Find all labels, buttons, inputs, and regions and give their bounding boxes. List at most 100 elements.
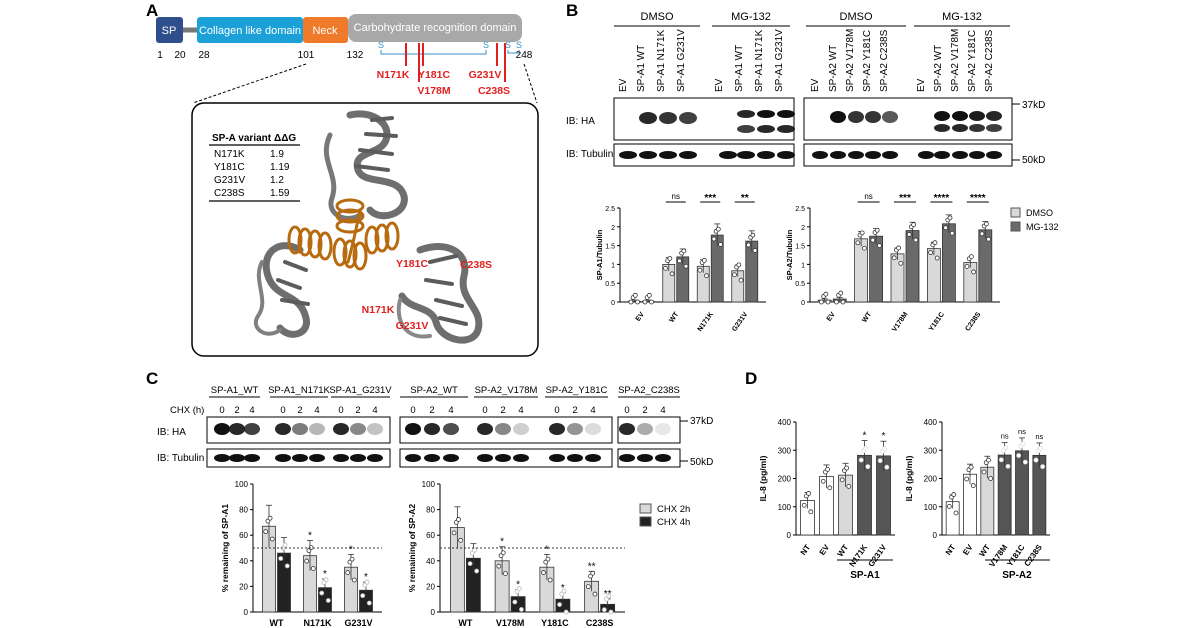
group-dmso-a1: DMSO: [641, 11, 674, 23]
data-point: [592, 591, 598, 597]
lane-label: SP-A2 Y181C: [967, 30, 978, 92]
y-axis-title: IL-8 (pg/ml): [904, 455, 914, 501]
data-point: [677, 258, 682, 264]
data-point: [472, 547, 477, 553]
ddg-variant: N171K: [214, 149, 245, 160]
data-point: [951, 492, 957, 497]
chart-d1: 0 100 200 300 400 IL-8 (pg/ml) NT EV WTN171KG231…: [758, 418, 895, 581]
band-ha: [367, 423, 383, 435]
band-tubulin: [848, 151, 864, 159]
band-tubulin: [244, 454, 260, 462]
data-point: [608, 609, 614, 615]
band-ha: [333, 423, 349, 435]
data-point: [801, 502, 807, 508]
y-tick-label: 0: [431, 608, 436, 617]
data-point: [642, 299, 648, 305]
x-tick-label: EV: [826, 311, 837, 323]
x-tick-label: Y181C: [928, 311, 946, 333]
disulfide-bond-2: [507, 50, 520, 54]
data-point: [946, 504, 952, 509]
data-point: [834, 299, 839, 305]
sig-label: ns: [672, 192, 680, 201]
y-tick-label: 0: [933, 531, 938, 540]
cys-s-2: S: [483, 40, 489, 50]
group-label-sp-a1: SP-A1: [850, 570, 880, 581]
y-tick-label: 400: [778, 418, 792, 427]
band-ha: [405, 423, 421, 435]
data-point: [825, 299, 831, 305]
x-tick-label: NT: [944, 543, 958, 557]
data-point: [971, 269, 976, 275]
band-ha: [275, 423, 291, 435]
data-point: [968, 464, 974, 470]
data-point: [1016, 453, 1022, 458]
band-ha: [585, 423, 601, 435]
data-point: [984, 221, 989, 227]
band-ha: [969, 111, 985, 121]
data-point: [819, 299, 824, 305]
y-tick-label: 300: [778, 446, 792, 455]
y-tick-label: 100: [235, 480, 249, 489]
y-axis-title: % remaining of SP-A2: [407, 504, 417, 593]
band-tubulin: [275, 454, 291, 462]
band-tubulin: [659, 151, 677, 159]
panel-label-c: C: [146, 369, 158, 388]
data-point: [711, 236, 717, 242]
bar: [890, 253, 905, 303]
x-tick-label: NT: [799, 543, 813, 557]
ddg-variant: C238S: [214, 188, 245, 199]
sig-star: *: [308, 531, 312, 542]
y-tick-label: 2: [801, 225, 805, 232]
struct-label-y181c: Y181C: [396, 258, 429, 270]
chart-b2: 0 0.5 1 1.5 2 2.5 SP-A2/Tubulin EV WT ns V178M *** Y…: [785, 192, 1000, 333]
x-tick-label: V178M: [987, 543, 1009, 569]
ddg-header-variant: SP-A variant: [212, 133, 272, 144]
data-point: [1040, 464, 1046, 470]
time-label: 2: [355, 405, 360, 416]
sig-star: *: [516, 580, 520, 591]
y-tick-label: 20: [239, 582, 248, 591]
data-point: [366, 600, 372, 606]
data-point: [943, 225, 948, 231]
data-point: [563, 609, 569, 615]
ddg-variant: G231V: [214, 175, 245, 186]
time-label: 2: [297, 405, 302, 416]
lane-label: SP-A1 G231V: [676, 29, 687, 92]
lane-label: SP-A1 N171K: [656, 29, 667, 92]
cys-s-1: S: [378, 40, 384, 50]
struct-label-g231v: G231V: [396, 320, 429, 332]
zoom-line-left: [192, 63, 307, 104]
mut-label-n171k: N171K: [377, 69, 410, 81]
y-tick-label: 400: [924, 418, 938, 427]
band-tubulin: [567, 454, 583, 462]
y-tick-label: 300: [924, 446, 938, 455]
data-point: [319, 590, 325, 596]
sig-star: *: [323, 569, 327, 580]
data-point: [913, 237, 919, 243]
x-tick-label: G231V: [866, 542, 888, 568]
band-ha: [619, 423, 635, 435]
pos-20: 20: [174, 50, 186, 61]
data-point: [545, 556, 551, 562]
data-point: [934, 255, 940, 261]
band-tubulin: [309, 454, 325, 462]
y-tick-label: 100: [422, 480, 436, 489]
data-point: [906, 232, 912, 237]
lane-label: SP-A2 WT: [828, 45, 839, 92]
band-tubulin: [719, 151, 737, 159]
legend-swatch-mg132: [1010, 221, 1021, 232]
mut-label-v178m: V178M: [417, 85, 451, 97]
lane-label: SP-A1 WT: [734, 45, 745, 92]
band-ha: [244, 423, 260, 435]
x-tick-label: N171K: [697, 311, 715, 333]
group-dmso-a2: DMSO: [840, 11, 873, 23]
data-point: [986, 236, 991, 242]
data-point: [458, 537, 464, 543]
group-labels-c: SP-A1_WT SP-A1_N171K SP-A1_G231V SP-A2_WT SP…: [209, 385, 680, 398]
y-tick-label: 0: [787, 531, 792, 540]
mut-label-c238s: C238S: [478, 85, 510, 97]
data-point: [663, 265, 668, 271]
data-point: [870, 237, 876, 243]
x-tick-label: G231V: [731, 311, 749, 333]
time-label: 0: [280, 405, 285, 416]
